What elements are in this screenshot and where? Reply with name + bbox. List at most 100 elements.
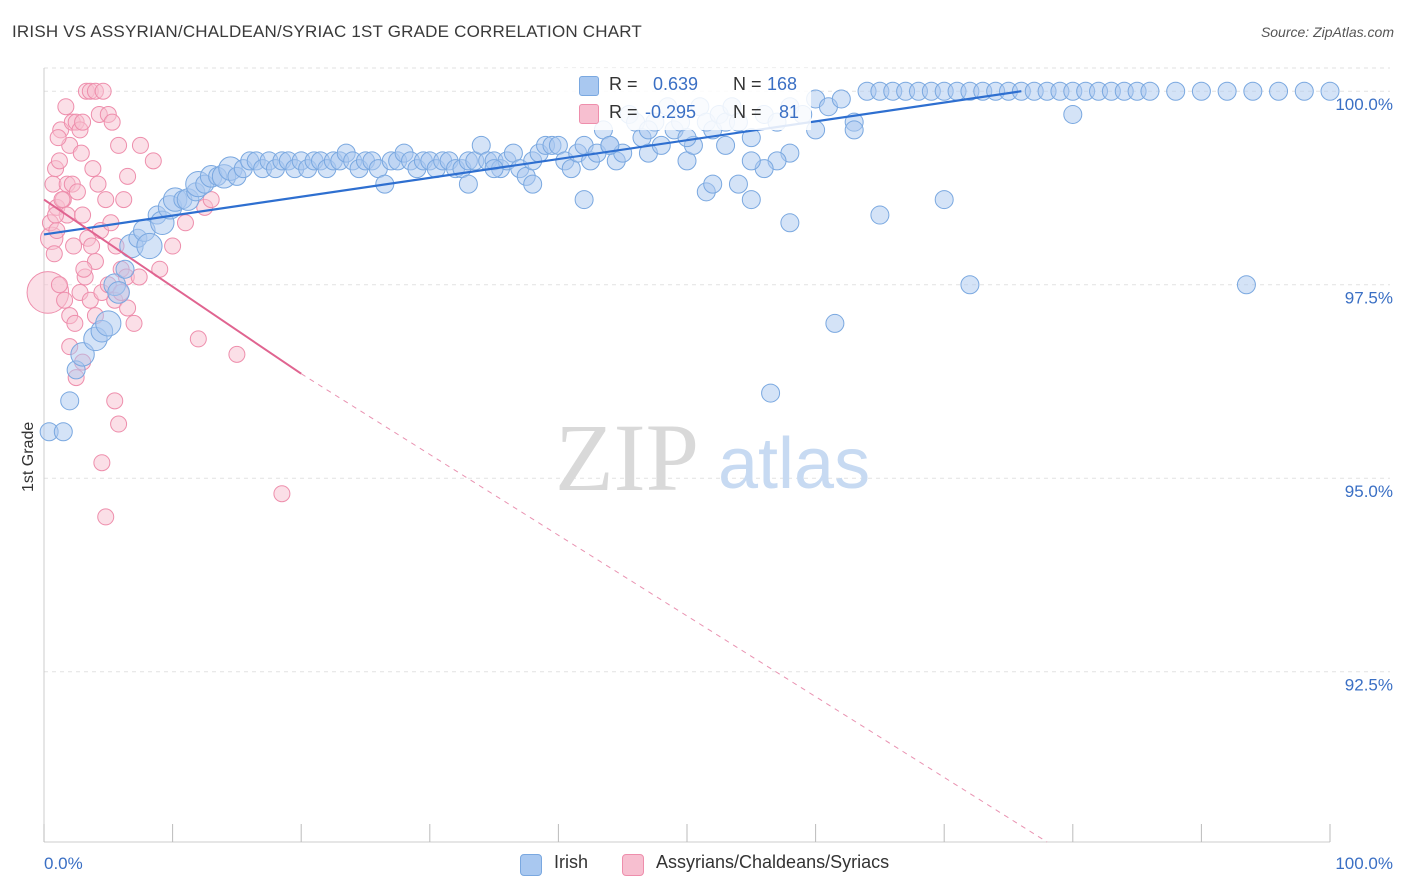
data-point — [677, 128, 697, 148]
data-point — [53, 422, 73, 442]
data-point — [131, 136, 149, 154]
data-point — [130, 268, 148, 286]
data-point — [1320, 81, 1340, 101]
data-point — [136, 232, 163, 260]
data-point — [1140, 81, 1160, 101]
data-point — [56, 291, 74, 309]
data-point — [48, 222, 66, 240]
data-point — [728, 174, 748, 194]
y-tick-label: 97.5% — [1345, 289, 1393, 308]
irish-points — [39, 81, 1340, 442]
data-point — [1294, 81, 1314, 101]
watermark: ZIP atlas — [555, 404, 870, 511]
data-point — [74, 113, 92, 131]
assyrian-trend-line — [43, 198, 302, 375]
data-point — [47, 206, 65, 224]
data-point — [89, 175, 107, 193]
data-point — [1269, 81, 1289, 101]
assyrian-points — [26, 82, 291, 526]
data-point — [164, 237, 182, 255]
data-point — [107, 281, 130, 304]
data-point — [119, 167, 137, 185]
data-point — [934, 190, 954, 210]
data-point — [1063, 104, 1083, 124]
data-point — [844, 120, 864, 140]
legend-row-irish: R = 0.639 N = 168 — [551, 74, 811, 98]
irish-legend-swatch — [520, 854, 542, 876]
data-point — [53, 191, 71, 209]
x-tick-label-end: 100.0% — [1335, 854, 1393, 873]
data-point — [703, 174, 723, 194]
tick-labels: 100.0% 97.5% 95.0% 92.5% 0.0% 100.0% — [44, 95, 1393, 873]
data-point — [57, 98, 75, 116]
data-point — [49, 129, 67, 147]
data-point — [66, 314, 84, 332]
y-tick-label: 95.0% — [1345, 482, 1393, 501]
irish-n-label: N = — [733, 74, 762, 94]
data-point — [68, 183, 86, 201]
data-point — [523, 174, 543, 194]
data-point — [74, 206, 92, 224]
data-point — [45, 245, 63, 263]
data-point — [65, 237, 83, 255]
data-point — [75, 260, 93, 278]
data-point — [50, 152, 68, 170]
irish-trend-line — [43, 90, 1022, 236]
assyrian-swatch — [579, 104, 599, 124]
irish-swatch — [579, 76, 599, 96]
data-point — [1236, 275, 1256, 295]
data-point — [228, 345, 246, 363]
legend-row-assyrian: R = -0.295 N = 81 — [551, 102, 811, 126]
data-point — [1191, 81, 1211, 101]
data-point — [119, 299, 137, 317]
data-point — [97, 191, 115, 209]
data-point — [84, 160, 102, 178]
data-point — [93, 454, 111, 472]
data-point — [110, 136, 128, 154]
data-point — [125, 314, 143, 332]
data-point — [780, 213, 800, 233]
data-point — [1243, 81, 1263, 101]
assyrian-n-label: N = — [733, 102, 762, 122]
watermark-zip: ZIP — [555, 404, 699, 511]
data-point — [83, 237, 101, 255]
data-point — [741, 190, 761, 210]
irish-n-value: 168 — [767, 74, 798, 94]
data-point — [60, 391, 80, 411]
data-point — [189, 330, 207, 348]
data-point — [458, 174, 478, 194]
data-point — [1217, 81, 1237, 101]
x-tick-label-start: 0.0% — [44, 854, 83, 873]
assyrian-r-value: -0.295 — [645, 102, 697, 122]
data-point — [716, 135, 736, 155]
data-point — [110, 415, 128, 433]
data-point — [115, 259, 135, 279]
data-point — [94, 82, 112, 100]
data-point — [106, 392, 124, 410]
irish-legend-label: Irish — [554, 852, 589, 872]
chart-title: IRISH VS ASSYRIAN/CHALDEAN/SYRIAC 1ST GR… — [12, 22, 643, 41]
data-point — [741, 151, 761, 171]
data-point — [44, 175, 62, 193]
data-point — [103, 113, 121, 131]
data-point — [870, 205, 890, 225]
assyrian-legend-swatch — [622, 854, 644, 876]
assyrian-trend-extension — [300, 373, 1048, 843]
data-point — [72, 144, 90, 162]
source-label[interactable]: Source: ZipAtlas.com — [1260, 24, 1394, 40]
data-point — [1166, 81, 1186, 101]
assyrian-r-label: R = — [609, 102, 638, 122]
irish-r-label: R = — [609, 74, 638, 94]
data-point — [831, 89, 851, 109]
data-point — [761, 383, 781, 403]
data-point — [144, 152, 162, 170]
data-point — [97, 508, 115, 526]
assyrian-n-value: 81 — [779, 102, 800, 122]
irish-r-value: 0.639 — [653, 74, 699, 94]
data-point — [202, 191, 220, 209]
trend-lines — [43, 90, 1048, 843]
data-point — [95, 310, 122, 337]
data-point — [825, 313, 845, 333]
data-point — [50, 276, 68, 294]
